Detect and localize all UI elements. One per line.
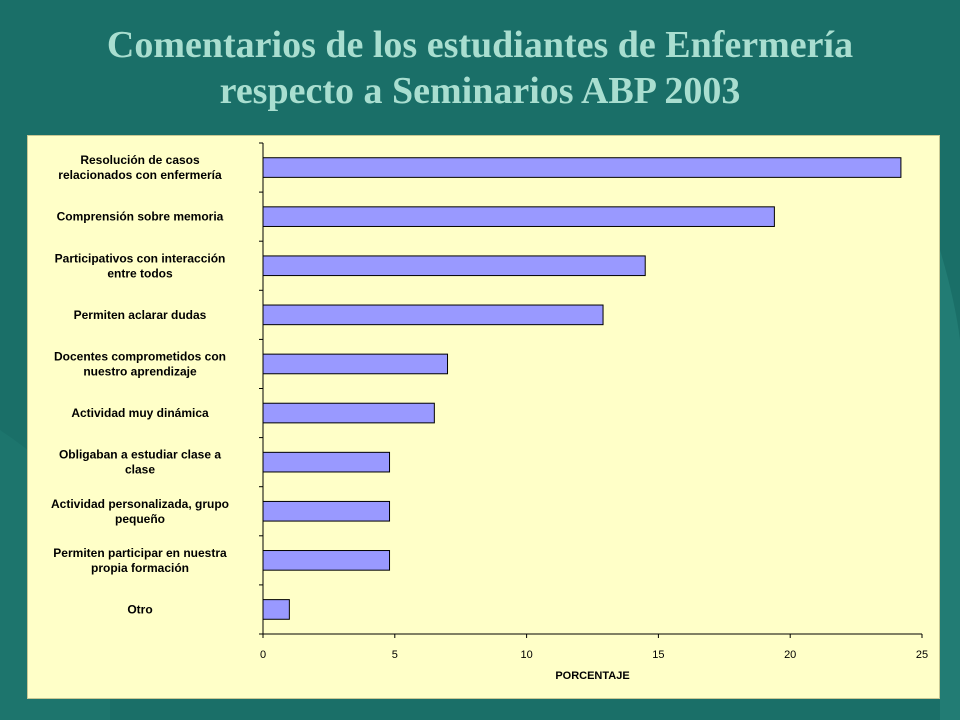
y-category-label: Otro <box>127 602 152 616</box>
chart-panel: 0 5 10 15 20 25 PORCENTAJE Resolución de casos r… <box>27 135 940 699</box>
x-tick-label: 15 <box>652 649 664 661</box>
x-tick-label: 20 <box>784 649 796 661</box>
slide-title: Comentarios de los estudiantes de Enferm… <box>0 22 960 114</box>
bar <box>262 304 604 326</box>
y-category-label-line: propia formación <box>91 561 189 575</box>
y-category-label: Participativos con interacción entre todo… <box>55 251 226 280</box>
y-category-label-line: Resolución de casos <box>80 153 200 167</box>
x-tick-label: 0 <box>260 649 266 661</box>
y-category-label-line: Actividad muy dinámica <box>71 406 209 420</box>
y-category-label: Comprensión sobre memoria <box>57 210 224 224</box>
y-category-label-line: nuestro aprendizaje <box>83 364 197 378</box>
bar <box>262 451 391 473</box>
x-tick-label: 10 <box>520 649 532 661</box>
y-category-label-line: Obligaban a estudiar clase a <box>59 448 221 462</box>
x-tick-label: 25 <box>916 649 928 661</box>
y-category-label: Permiten aclarar dudas <box>74 308 207 322</box>
bar-chart: 0 5 10 15 20 25 PORCENTAJE Resolución de casos r… <box>51 142 928 682</box>
bar <box>262 402 435 424</box>
y-category-label-line: clase <box>125 463 155 477</box>
y-category-label: Permiten participar en nuestra propia for… <box>53 546 227 575</box>
bar <box>262 353 449 375</box>
y-category-label-line: Actividad personalizada, grupo <box>51 497 229 511</box>
y-category-label: Docentes comprometidos con nuestro aprend… <box>54 349 226 378</box>
y-category-label: Obligaban a estudiar clase a clase <box>59 448 221 477</box>
y-category-label-line: Comprensión sobre memoria <box>57 210 224 224</box>
y-category-label-line: Participativos con interacción <box>55 251 226 265</box>
y-category-label: Actividad personalizada, grupo pequeño <box>51 497 229 526</box>
y-category-label-line: Otro <box>127 602 152 616</box>
bar <box>262 255 646 277</box>
x-tick-label: 5 <box>392 649 398 661</box>
bar <box>262 599 290 620</box>
y-category-label-line: Docentes comprometidos con <box>54 349 226 363</box>
y-category-label-line: relacionados con enfermería <box>58 168 222 182</box>
y-category-label-line: entre todos <box>107 266 173 280</box>
bar <box>262 550 391 571</box>
bar <box>262 206 775 227</box>
y-category-label: Resolución de casos relacionados con enfe… <box>58 153 222 182</box>
y-category-label: Actividad muy dinámica <box>71 406 209 420</box>
bar <box>262 500 391 522</box>
slide-title-line2: respecto a Seminarios ABP 2003 <box>219 70 741 112</box>
y-category-label-line: Permiten participar en nuestra <box>53 546 227 560</box>
y-category-label-line: pequeño <box>115 512 165 526</box>
y-category-label-line: Permiten aclarar dudas <box>74 308 207 322</box>
bar <box>262 157 902 178</box>
slide-title-line1: Comentarios de los estudiantes de Enferm… <box>106 24 854 66</box>
x-axis-title: PORCENTAJE <box>555 670 629 682</box>
